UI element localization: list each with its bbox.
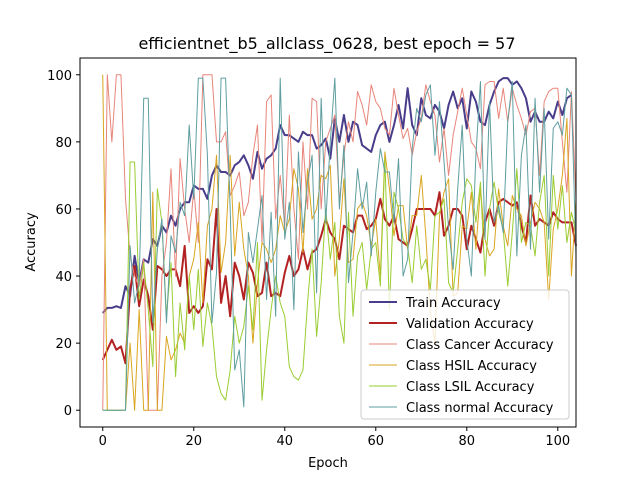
y-tick-label: 80 xyxy=(55,136,72,151)
x-tick-label: 100 xyxy=(545,434,570,449)
legend-label-lsil: Class LSIL Accuracy xyxy=(406,380,535,395)
legend-label-hsil: Class HSIL Accuracy xyxy=(406,359,537,374)
legend-label-validation: Validation Accuracy xyxy=(406,317,534,332)
chart-title: efficientnet_b5_allclass_0628, best epoc… xyxy=(138,34,515,54)
series-line-class-normal-accuracy xyxy=(102,77,577,411)
axes-ticks: 0 20 40 60 80 100 0 20 40 60 80 100 xyxy=(47,69,570,449)
x-tick-label: 80 xyxy=(459,434,476,449)
legend-label-train: Train Accuracy xyxy=(405,296,501,311)
legend-label-normal: Class normal Accuracy xyxy=(406,401,554,416)
y-axis-title: Accuracy xyxy=(24,212,39,272)
legend-label-cancer: Class Cancer Accuracy xyxy=(406,338,554,353)
legend-box xyxy=(360,289,570,420)
y-tick-label: 20 xyxy=(55,337,72,352)
y-tick-label: 100 xyxy=(47,69,72,84)
plot-frame xyxy=(79,57,577,428)
series-line-class-lsil-accuracy xyxy=(102,158,577,411)
x-axis-title: Epoch xyxy=(308,456,348,471)
series-line-class-hsil-accuracy xyxy=(102,74,577,411)
y-tick-label: 60 xyxy=(55,203,72,218)
y-tick-label: 40 xyxy=(55,270,72,285)
x-tick-label: 60 xyxy=(368,434,385,449)
plot-series xyxy=(101,74,577,411)
y-tick-label: 0 xyxy=(64,404,72,419)
chart-legend: Train Accuracy Validation Accuracy Class… xyxy=(360,289,570,420)
x-tick-label: 40 xyxy=(276,434,293,449)
x-tick-label: 0 xyxy=(99,434,107,449)
x-tick-label: 20 xyxy=(185,434,202,449)
